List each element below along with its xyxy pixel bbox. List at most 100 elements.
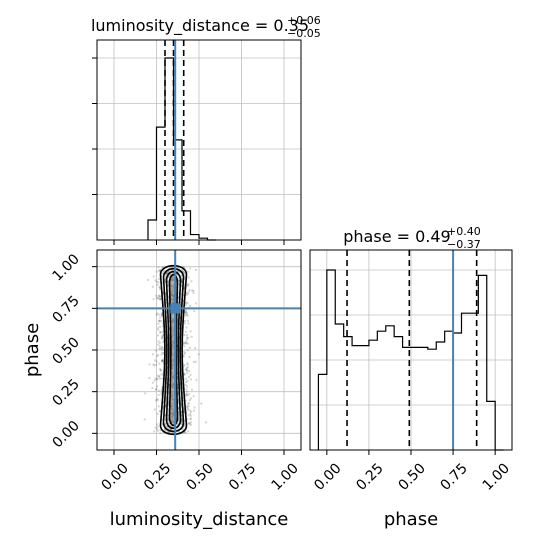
sample-point	[186, 336, 189, 339]
y-axis-label: phase	[22, 323, 43, 377]
sample-point	[157, 297, 160, 300]
x-tick-label: 0.25	[353, 460, 386, 493]
sample-point	[146, 278, 150, 282]
sample-point	[154, 349, 157, 352]
sample-point	[193, 309, 196, 313]
sample-point	[157, 389, 160, 392]
contour	[159, 264, 188, 436]
sample-point	[158, 341, 161, 344]
sample-point	[188, 288, 191, 292]
sample-point	[185, 301, 188, 304]
sample-point	[180, 280, 183, 283]
sample-point	[182, 342, 185, 345]
sample-point	[190, 335, 193, 338]
phase-title: phase = 0.49	[343, 227, 450, 246]
sample-point	[157, 425, 160, 428]
sample-point	[189, 330, 192, 333]
y-tick-label: 0.00	[49, 418, 82, 451]
sample-point	[158, 374, 161, 377]
sample-point	[158, 294, 161, 297]
sample-point	[177, 419, 180, 422]
sample-point	[183, 274, 187, 277]
sample-point	[156, 429, 159, 432]
sample-point	[188, 355, 191, 359]
sample-point	[156, 398, 159, 402]
sample-point	[160, 319, 163, 323]
sample-point	[185, 380, 188, 384]
sample-point	[184, 352, 187, 355]
sample-point	[158, 325, 162, 328]
sample-point	[158, 319, 161, 322]
sample-point	[176, 270, 180, 273]
sample-point	[180, 420, 184, 423]
sample-point	[184, 342, 187, 345]
sample-point	[156, 385, 159, 388]
sample-point	[184, 309, 187, 312]
sample-point	[158, 410, 161, 413]
sample-point	[187, 430, 190, 433]
sample-point	[183, 345, 186, 348]
sample-point	[159, 432, 162, 435]
sample-point	[166, 271, 169, 274]
sample-point	[186, 313, 189, 316]
quantile-lines	[346, 250, 478, 450]
sample-point	[182, 271, 185, 274]
sample-point	[158, 320, 161, 323]
sample-point	[164, 424, 168, 427]
sample-point	[192, 360, 195, 363]
sample-point	[187, 408, 190, 411]
sample-point	[160, 312, 163, 315]
sample-point	[157, 405, 160, 408]
sample-point	[187, 375, 191, 378]
sample-point	[186, 380, 189, 383]
sample-point	[159, 347, 162, 350]
sample-point	[193, 406, 196, 409]
phase-title-minus: −0.37	[447, 238, 481, 251]
luminosity-distance-title: luminosity_distance = 0.35	[91, 16, 309, 36]
sample-point	[188, 393, 191, 396]
sample-point	[156, 398, 159, 401]
sample-point	[186, 372, 189, 375]
phase-title-plus: +0.40	[447, 225, 481, 238]
x-axis-label: luminosity_distance	[110, 509, 289, 530]
sample-point	[184, 303, 187, 307]
sample-point	[157, 393, 160, 396]
sample-point	[167, 417, 170, 420]
sample-point	[158, 298, 161, 301]
sample-point	[188, 346, 191, 349]
sample-point	[156, 296, 159, 299]
x-tick-label: 0.75	[226, 460, 259, 493]
sample-point	[154, 426, 157, 429]
panel-2d-luminosity-distance-phase: 0.00 0.25 0.50 0.75 1.00 0.00 0.25 0.50 0.75 1.00…	[22, 249, 302, 530]
sample-point	[158, 286, 162, 289]
sample-point	[156, 427, 159, 430]
sample-point	[192, 291, 195, 294]
sample-point	[155, 360, 158, 363]
sample-point	[189, 397, 192, 400]
grid	[97, 40, 301, 240]
phase-histogram	[317, 269, 504, 451]
sample-point	[197, 353, 200, 356]
sample-point	[194, 360, 197, 363]
sample-point	[200, 402, 203, 405]
sample-point	[148, 363, 151, 366]
sample-point	[180, 278, 183, 281]
sample-point	[187, 284, 190, 287]
sample-point	[165, 272, 168, 275]
sample-point	[166, 418, 170, 421]
sample-point	[190, 388, 193, 391]
y-tick-label: 1.00	[49, 251, 82, 284]
sample-point	[185, 388, 188, 391]
sample-point	[158, 347, 161, 350]
sample-point	[190, 410, 193, 413]
x-tick-label: 0.50	[183, 460, 216, 493]
x-tick-label: 0.25	[141, 460, 174, 493]
sample-point	[186, 349, 189, 352]
sample-point	[152, 298, 155, 301]
sample-point	[186, 394, 189, 397]
sample-point	[187, 290, 190, 293]
sample-point	[194, 347, 197, 350]
luminosity-distance-title-plus: +0.06	[287, 14, 321, 27]
sample-point	[159, 429, 162, 432]
sample-point	[186, 363, 189, 366]
